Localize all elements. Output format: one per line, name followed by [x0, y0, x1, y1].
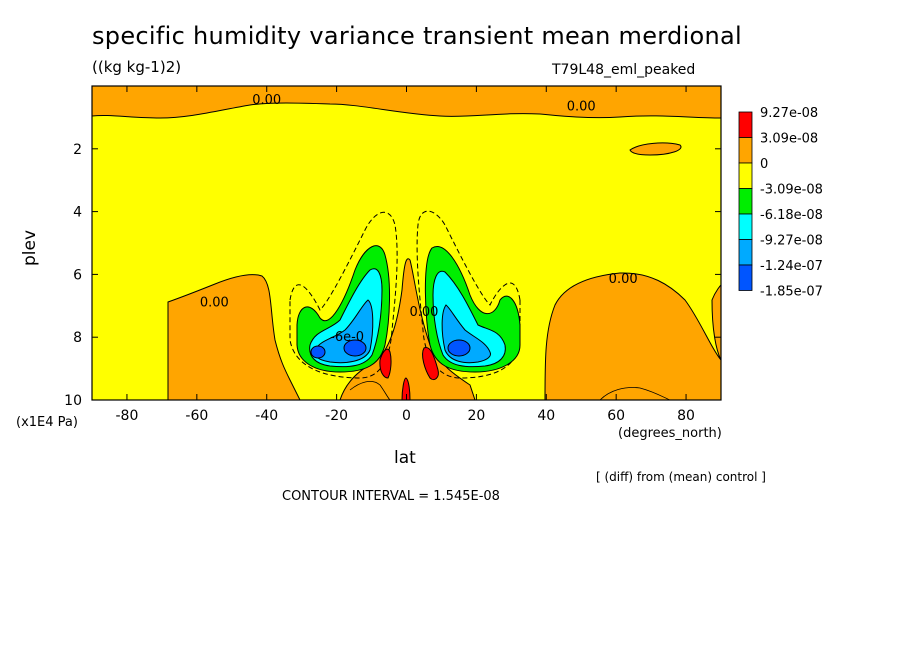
contour-label: 0.00	[252, 93, 281, 108]
diff-note: [ (diff) from (mean) control ]	[596, 470, 766, 484]
contour-label: 0.00	[409, 305, 438, 320]
legend-swatch	[738, 239, 753, 266]
field-right-edge	[711, 284, 721, 361]
x-tick-label: 60	[607, 408, 625, 424]
field-top-band	[92, 86, 721, 119]
legend-swatch	[738, 162, 753, 189]
contour-left-outer	[289, 212, 398, 379]
field-blob-upper-right	[629, 142, 682, 156]
field-core-left-small	[310, 345, 326, 359]
legend-level-label: -1.24e-07	[760, 259, 823, 274]
legend-level-label: 3.09e-08	[760, 132, 818, 147]
y-tick-label: 8	[73, 330, 82, 346]
x-tick-label: -80	[116, 408, 139, 424]
contour-label: 0.00	[609, 272, 638, 287]
field-left-orange	[167, 274, 301, 400]
y-tick-label: 6	[73, 267, 82, 283]
contour-bottom-right	[599, 387, 671, 400]
contour-label: -6e-0	[330, 330, 364, 345]
x-axis-label: lat	[394, 448, 416, 468]
contour-bottom-left	[349, 380, 391, 400]
legend-level-label: -6.18e-08	[760, 208, 823, 223]
legend-level-label: -1.85e-07	[760, 285, 823, 300]
legend-swatch	[738, 188, 753, 215]
x-axis-units: (degrees_north)	[618, 426, 722, 441]
contour-interval: CONTOUR INTERVAL = 1.545E-08	[282, 489, 500, 504]
contour-labels: 0.00 0.00 0.00 0.00 0.00 -6e-0	[200, 93, 638, 345]
y-tick-label: 10	[64, 393, 82, 409]
x-tick-label: -60	[185, 408, 208, 424]
x-tick-label: -40	[255, 408, 278, 424]
y-axis-units: (x1E4 Pa)	[16, 415, 78, 430]
contour-label: 0.00	[200, 296, 229, 311]
contour-right-outer	[416, 210, 521, 379]
x-ticks: -80 -60 -40 -20 0 20 40 60 80	[116, 86, 695, 424]
x-tick-label: 80	[677, 408, 695, 424]
field-red-bottom	[401, 377, 411, 400]
legend-swatch	[738, 111, 753, 138]
legend-swatch	[738, 137, 753, 164]
legend-level-label: 9.27e-08	[760, 106, 818, 121]
x-tick-label: -20	[325, 408, 348, 424]
field-red-left	[379, 348, 392, 379]
legend-swatch	[738, 213, 753, 240]
contour-fields	[92, 86, 721, 400]
legend-level-label: -9.27e-08	[760, 234, 823, 249]
y-tick-label: 2	[73, 142, 82, 158]
field-core-left	[343, 339, 367, 357]
contour-label: 0.00	[567, 99, 596, 114]
chart-units: ((kg kg-1)2)	[92, 58, 182, 76]
legend-level-label: 0	[760, 157, 768, 172]
legend-level-label: -3.09e-08	[760, 183, 823, 198]
legend-swatch	[738, 264, 753, 291]
y-tick-label: 4	[73, 205, 82, 221]
x-tick-label: 0	[402, 408, 411, 424]
run-name: T79L48_eml_peaked	[552, 62, 696, 78]
color-legend: 9.27e-08 3.09e-08 0 -3.09e-08 -6.18e-08 -9.27…	[738, 106, 823, 300]
field-core-right	[447, 339, 471, 357]
chart-title: specific humidity variance transient mea…	[92, 22, 743, 50]
x-tick-label: 20	[467, 408, 485, 424]
field-right-orange	[544, 272, 721, 400]
y-ticks: 2 4 6 8 10	[64, 142, 721, 409]
field-red-right	[422, 346, 439, 381]
x-tick-label: 40	[537, 408, 555, 424]
